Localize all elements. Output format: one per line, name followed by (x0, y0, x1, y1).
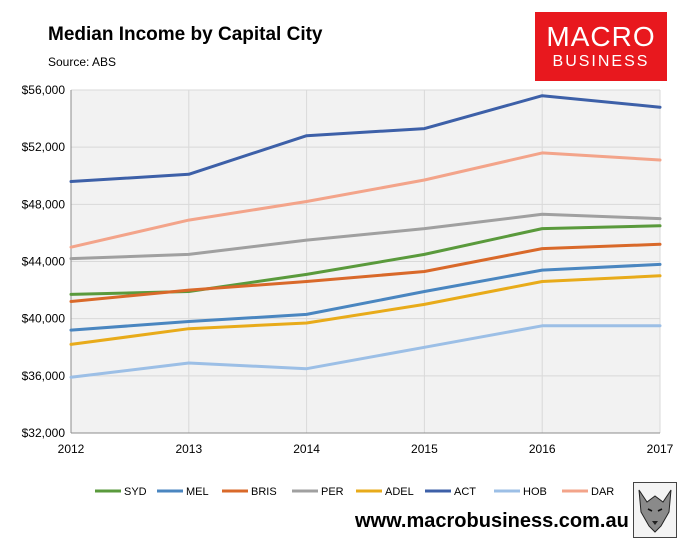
series-line-hob (69, 324, 662, 379)
y-tick-label: $32,000 (22, 426, 66, 440)
series-line-bris (69, 242, 662, 303)
x-tick-label: 2017 (647, 442, 674, 456)
y-tick-label: $44,000 (22, 255, 66, 269)
legend-label-act: ACT (454, 486, 476, 498)
legend-label-hob: HOB (523, 486, 547, 498)
wolf-icon (633, 482, 677, 538)
x-tick-label: 2013 (175, 442, 202, 456)
chart-title: Median Income by Capital City (48, 24, 323, 45)
series-line-mel (69, 262, 662, 332)
y-tick-label: $40,000 (22, 312, 66, 326)
x-tick-label: 2012 (58, 442, 85, 456)
logo-text-business: BUSINESS (552, 53, 650, 70)
y-tick-label: $48,000 (22, 197, 66, 211)
macrobusiness-logo: MACRO BUSINESS (535, 12, 667, 81)
legend-label-dar: DAR (591, 486, 614, 498)
chart-subtitle: Source: ABS (48, 55, 117, 69)
x-tick-label: 2016 (529, 442, 556, 456)
series-line-dar (69, 151, 662, 249)
y-tick-label: $52,000 (22, 140, 66, 154)
website-url: www.macrobusiness.com.au (355, 510, 629, 532)
legend-label-bris: BRIS (251, 486, 277, 498)
legend: SYD MEL BRIS PER ADEL ACT HOB DAR (95, 486, 614, 498)
legend-label-mel: MEL (186, 486, 209, 498)
legend-label-syd: SYD (124, 486, 147, 498)
y-tick-label: $56,000 (22, 83, 66, 97)
legend-label-adel: ADEL (385, 486, 414, 498)
series-lines (69, 94, 662, 379)
y-tick-label: $36,000 (22, 369, 66, 383)
legend-label-per: PER (321, 486, 344, 498)
x-tick-label: 2015 (411, 442, 438, 456)
series-line-per (69, 212, 662, 261)
series-line-act (69, 94, 662, 183)
x-tick-label: 2014 (293, 442, 320, 456)
series-line-adel (69, 274, 662, 346)
axes: $32,000 $36,000 $40,000 $44,000 $48,000 $52,0… (22, 83, 674, 456)
logo-text-macro: MACRO (546, 21, 656, 52)
